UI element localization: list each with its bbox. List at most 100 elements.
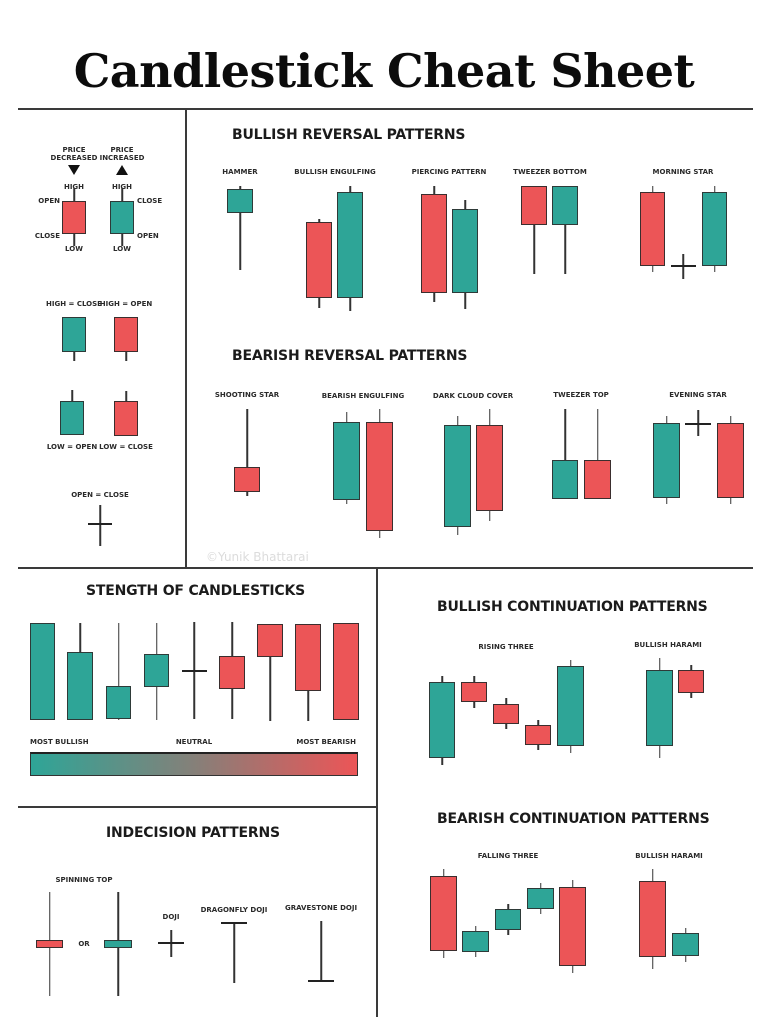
upper-wick: [473, 676, 475, 682]
label-close-bullish: CLOSE: [137, 197, 163, 205]
pattern-label-bullish-engulfing: BULLISH ENGULFING: [294, 168, 376, 176]
lower-wick: [569, 746, 572, 753]
label-neutral: NEUTRAL: [175, 738, 213, 746]
lower-wick: [318, 298, 320, 308]
label-price-increased: PRICE INCREASED: [99, 146, 145, 162]
label-high-eq-close: HIGH = CLOSE: [46, 300, 102, 308]
upper-wick: [125, 391, 127, 401]
upper-wick: [596, 409, 599, 460]
bearish-candle-body: [476, 425, 503, 511]
pattern-label-hammer: HAMMER: [222, 168, 258, 176]
lower-wick: [665, 498, 668, 504]
bearish-candle-body: [366, 422, 393, 531]
lower-wick: [539, 909, 542, 914]
doji-wick: [233, 923, 235, 983]
pattern-label-shooting-star: SHOOTING STAR: [214, 391, 280, 399]
doji-bar: [158, 942, 184, 944]
bearish-candle-body: [114, 317, 138, 352]
bearish-candle-body: [430, 876, 457, 951]
section-title-bearish-reversal: BEARISH REVERSAL PATTERNS: [232, 348, 468, 364]
doji-wick: [697, 410, 699, 436]
upper-wick: [651, 869, 654, 881]
upper-wick: [651, 186, 654, 192]
upper-wick: [117, 892, 119, 940]
upper-wick: [713, 186, 716, 192]
lower-wick: [658, 746, 661, 758]
pattern-label-bullish-harami-2: BULLISH HARAMI: [635, 852, 703, 860]
bearish-candle-body: [493, 704, 519, 724]
bullish-candle-body: [495, 909, 521, 930]
doji-bar: [308, 980, 334, 982]
bearish-candle-body: [639, 881, 666, 957]
bullish-candle-body: [67, 652, 93, 720]
doji-bar: [182, 670, 207, 672]
bullish-candle-body: [702, 192, 727, 266]
upper-wick: [537, 720, 539, 725]
label-high-bullish: HIGH: [111, 183, 133, 191]
upper-wick: [505, 698, 507, 704]
lower-wick: [571, 966, 574, 973]
bullish-candle-body: [557, 666, 584, 746]
bullish-candle-body: [62, 317, 86, 352]
doji-bar: [671, 265, 696, 267]
pattern-label-tweezer-top: TWEEZER TOP: [553, 391, 609, 399]
bullish-candle-body: [552, 186, 578, 225]
lower-wick: [505, 724, 507, 729]
lower-wick: [246, 492, 248, 496]
section-title-bullish-reversal: BULLISH REVERSAL PATTERNS: [232, 127, 466, 143]
lower-wick: [269, 657, 271, 721]
lower-wick: [117, 948, 119, 996]
lower-wick: [456, 527, 459, 535]
upper-wick: [507, 904, 509, 909]
upper-wick: [318, 219, 320, 222]
bearish-candle-body: [717, 423, 744, 498]
lower-wick: [713, 266, 716, 272]
upper-wick: [665, 416, 668, 423]
pattern-label-evening-star: EVENING STAR: [669, 391, 727, 399]
label-open-bullish: OPEN: [137, 232, 159, 240]
bullish-candle-body: [452, 209, 478, 293]
upper-wick: [539, 883, 542, 888]
lower-wick: [345, 500, 348, 504]
upper-wick: [349, 186, 351, 192]
page-title: Candlestick Cheat Sheet: [73, 44, 695, 98]
lower-wick: [433, 293, 435, 302]
upper-wick: [48, 892, 51, 940]
upper-wick: [729, 416, 732, 423]
lower-wick: [488, 511, 491, 521]
upper-wick: [488, 409, 491, 425]
lower-wick: [690, 693, 692, 698]
legend-divider: [185, 108, 187, 568]
label-open-eq-close: OPEN = CLOSE: [71, 491, 129, 499]
upper-wick: [117, 623, 120, 686]
lower-wick: [474, 952, 477, 957]
pattern-label-doji: DOJI: [162, 913, 180, 921]
bearish-candle-body: [62, 201, 86, 234]
upper-wick: [569, 660, 572, 666]
section-title-bullish-continuation: BULLISH CONTINUATION PATTERNS: [437, 599, 708, 615]
lower-wick: [48, 948, 51, 996]
bearish-candle-body: [525, 725, 551, 745]
middle-divider: [18, 567, 753, 569]
bearish-candle-body: [678, 670, 704, 693]
upper-wick: [231, 622, 233, 656]
upper-wick: [239, 186, 241, 189]
up-arrow-icon: [116, 165, 128, 175]
pattern-label-falling-three: FALLING THREE: [477, 852, 539, 860]
lower-wick: [473, 702, 475, 708]
label-high-eq-open: HIGH = OPEN: [99, 300, 153, 308]
bullish-candle-body: [106, 686, 131, 719]
bearish-candle-body: [559, 887, 586, 966]
pattern-label-gravestone-doji: GRAVESTONE DOJI: [284, 904, 358, 912]
bearish-candle-body: [421, 194, 447, 293]
doji-wick: [99, 505, 101, 546]
lower-wick: [121, 234, 123, 246]
bearish-candle-body: [521, 186, 547, 225]
upper-wick: [433, 186, 435, 194]
upper-wick: [73, 188, 75, 201]
lower-wick: [125, 352, 127, 361]
bullish-candle-body: [672, 933, 699, 956]
upper-wick: [464, 200, 466, 209]
pattern-label-dragonfly-doji: DRAGONFLY DOJI: [200, 906, 268, 914]
label-high-bearish: HIGH: [63, 183, 85, 191]
